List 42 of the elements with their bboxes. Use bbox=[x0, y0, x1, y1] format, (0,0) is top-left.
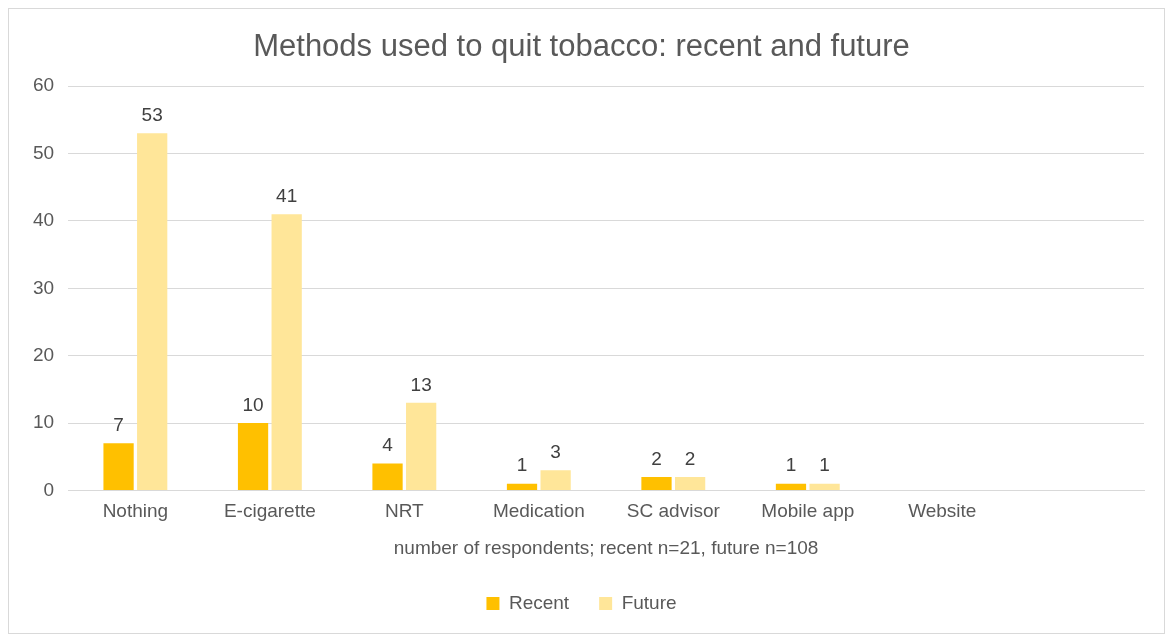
data-label: 2 bbox=[651, 447, 662, 469]
bar bbox=[271, 214, 302, 490]
bar bbox=[809, 483, 840, 490]
data-label: 1 bbox=[785, 454, 797, 476]
x-tick-label: Website bbox=[908, 500, 977, 522]
bar bbox=[406, 402, 437, 490]
y-tick-label: 30 bbox=[32, 276, 55, 298]
data-label: 3 bbox=[550, 440, 561, 462]
data-label: 7 bbox=[113, 413, 124, 435]
data-label: 4 bbox=[382, 434, 394, 456]
x-tick-label: SC advisor bbox=[626, 500, 721, 522]
x-tick-label: Nothing bbox=[102, 500, 169, 522]
data-label: 2 bbox=[684, 447, 696, 469]
y-tick-label: 0 bbox=[43, 478, 55, 500]
x-tick-label: Mobile app bbox=[761, 500, 855, 522]
y-tick-label: 60 bbox=[32, 74, 55, 96]
chart-title: Methods used to quit tobacco: recent and future bbox=[253, 28, 910, 64]
legend-label: Recent bbox=[508, 591, 570, 613]
y-tick-label: 50 bbox=[32, 141, 55, 163]
bar bbox=[641, 476, 672, 490]
y-tick-label: 20 bbox=[32, 343, 55, 365]
x-tick-label: Medication bbox=[492, 500, 585, 522]
bar bbox=[137, 133, 168, 490]
data-label: 41 bbox=[276, 184, 298, 206]
bar bbox=[674, 476, 706, 490]
bar bbox=[775, 483, 807, 490]
data-label: 1 bbox=[516, 454, 528, 476]
x-axis-title: number of respondents; recent n=21, future n=108 bbox=[393, 536, 819, 558]
x-tick-label: NRT bbox=[384, 500, 425, 522]
y-tick-label: 10 bbox=[32, 411, 55, 433]
bar bbox=[506, 483, 538, 490]
bar bbox=[237, 423, 269, 490]
x-tick-label: E-cigarette bbox=[223, 500, 316, 522]
y-tick-label: 40 bbox=[32, 209, 55, 231]
bar bbox=[372, 463, 403, 490]
data-label: 53 bbox=[141, 104, 163, 126]
data-label: 13 bbox=[410, 373, 432, 395]
legend-label: Future bbox=[621, 591, 677, 613]
bar bbox=[540, 470, 571, 490]
data-label: 1 bbox=[819, 454, 830, 476]
bar bbox=[103, 443, 134, 490]
data-label: 10 bbox=[242, 393, 264, 415]
